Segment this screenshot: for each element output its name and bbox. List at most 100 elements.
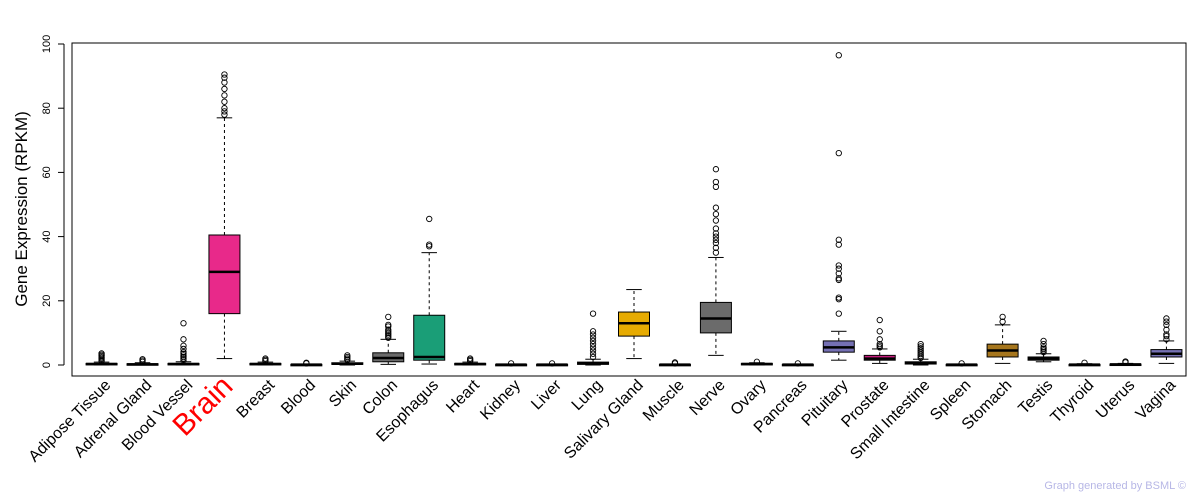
box-muscle	[658, 359, 691, 367]
outlier-point	[835, 52, 842, 59]
outlier-point	[999, 318, 1006, 325]
outlier-point	[753, 358, 761, 365]
outlier-point	[180, 345, 187, 353]
outlier-point	[1040, 337, 1047, 345]
outlier-point	[1163, 315, 1170, 322]
outlier-point	[262, 355, 269, 362]
outlier-point	[589, 347, 597, 354]
x-label-uterus: Uterus	[1093, 377, 1138, 422]
outlier-point	[589, 353, 597, 361]
y-tick-label: 0	[41, 362, 53, 368]
outlier-point	[917, 340, 924, 348]
box-stomach	[986, 313, 1019, 364]
box-pancreas	[781, 360, 814, 367]
x-label-skin: Skin	[326, 377, 360, 411]
outlier-point	[876, 340, 883, 348]
outlier-point	[426, 241, 433, 248]
outlier-point	[221, 79, 228, 86]
outlier-point	[835, 265, 842, 272]
outlier-point	[794, 360, 801, 367]
outlier-point	[589, 344, 597, 351]
outlier-point	[507, 360, 515, 367]
outlier-point	[917, 343, 924, 350]
outlier-point	[917, 347, 924, 354]
outlier-point	[221, 71, 228, 78]
outlier-point	[712, 236, 720, 243]
x-label-muscle: Muscle	[640, 377, 688, 425]
outlier-point	[835, 241, 842, 248]
outlier-point	[835, 275, 842, 282]
box-lung	[577, 310, 610, 366]
outlier-point	[712, 230, 720, 237]
outlier-point	[835, 236, 842, 243]
outlier-point	[385, 321, 392, 329]
outlier-point	[1163, 331, 1170, 338]
outlier-point	[1040, 340, 1047, 348]
outlier-point	[139, 356, 146, 363]
outlier-point	[712, 204, 720, 211]
outlier-point	[712, 233, 720, 240]
box-uterus	[1109, 358, 1142, 367]
outlier-point	[1163, 336, 1170, 343]
outlier-point	[180, 342, 187, 349]
y-tick-label: 40	[41, 230, 53, 242]
box-colon	[372, 313, 405, 365]
x-label-thyroid: Thyroid	[1048, 377, 1098, 427]
outlier-point	[589, 334, 597, 341]
outlier-point	[589, 340, 597, 348]
outlier-point	[221, 98, 228, 105]
box-nerve	[699, 166, 732, 356]
outlier-point	[221, 108, 228, 115]
box-kidney	[495, 360, 528, 367]
outlier-point	[835, 310, 842, 317]
outlier-point	[712, 225, 720, 232]
y-tick-label: 80	[41, 102, 53, 114]
outlier-point	[1122, 358, 1129, 365]
boxes	[85, 52, 1183, 367]
x-label-vagina: Vagina	[1133, 377, 1179, 423]
outlier-point	[426, 215, 433, 223]
y-tick-label: 20	[41, 295, 53, 307]
outlier-point	[385, 326, 392, 333]
outlier-point	[835, 262, 842, 269]
outlier-point	[589, 331, 597, 338]
outlier-point	[1163, 318, 1170, 325]
box-blood-vessel	[167, 320, 200, 366]
outlier-point	[671, 359, 679, 366]
outlier-point	[999, 313, 1006, 320]
box-heart	[454, 355, 487, 366]
outlier-point	[221, 85, 228, 93]
outlier-point	[876, 328, 883, 335]
outlier-point	[589, 337, 597, 345]
outlier-point	[221, 111, 228, 118]
outlier-point	[958, 360, 965, 367]
x-label-nerve: Nerve	[687, 377, 729, 419]
y-tick-label: 100	[41, 35, 53, 53]
box-blood	[290, 359, 323, 367]
outlier-point	[712, 166, 720, 173]
outlier-point	[1081, 359, 1088, 366]
y-tick-label: 60	[41, 166, 53, 178]
x-label-kidney: Kidney	[477, 377, 524, 424]
box-esophagus	[413, 215, 446, 365]
outlier-point	[180, 349, 187, 356]
outlier-point	[712, 217, 720, 224]
outlier-point	[1040, 344, 1047, 351]
outlier-point	[712, 178, 720, 186]
outlier-point	[548, 360, 556, 367]
outlier-point	[876, 336, 883, 343]
y-axis: 0 20 40 60 80 100	[41, 35, 65, 368]
outlier-point	[712, 183, 720, 190]
outlier-point	[835, 294, 842, 301]
credit-text: Graph generated by BSML ©	[1044, 480, 1186, 492]
outlier-point	[303, 359, 310, 366]
outlier-point	[589, 328, 597, 335]
outlier-point	[917, 345, 924, 352]
box-small-intestine	[904, 340, 937, 366]
outlier-point	[712, 239, 720, 247]
outlier-point	[344, 352, 351, 359]
box-ovary	[740, 358, 773, 366]
box-brain	[208, 71, 241, 360]
